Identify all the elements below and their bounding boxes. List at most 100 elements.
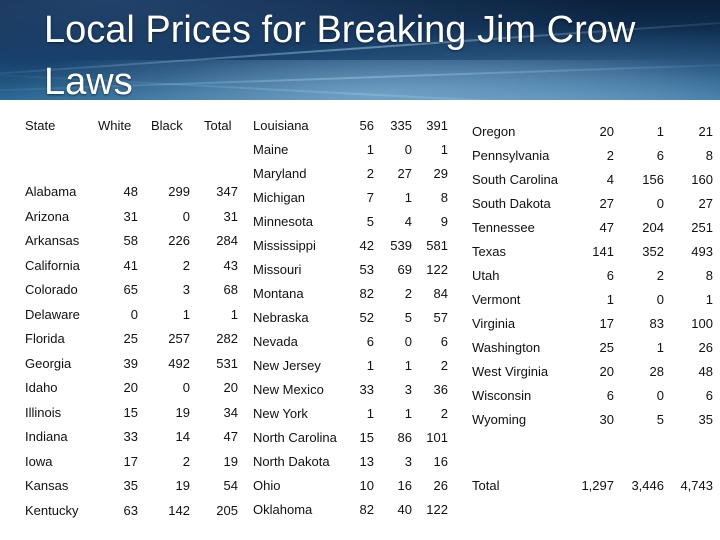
black-count: 6 — [656, 148, 664, 163]
black-count: 156 — [642, 172, 664, 187]
total-count: 27 — [698, 196, 713, 211]
total-count: 347 — [216, 184, 238, 199]
black-count: 335 — [390, 118, 412, 133]
total-count: 29 — [433, 166, 448, 181]
state-name: Arkansas — [25, 233, 80, 248]
state-name: Iowa — [25, 454, 53, 469]
total-count: 1 — [440, 142, 448, 157]
white-count: 4 — [606, 172, 614, 187]
black-count: 204 — [642, 220, 664, 235]
black-count: 3 — [404, 382, 412, 397]
black-count: 1 — [182, 307, 190, 322]
white-count: 25 — [123, 331, 138, 346]
total-count: 34 — [223, 405, 238, 420]
black-count: 226 — [168, 233, 190, 248]
black-count: 257 — [168, 331, 190, 346]
black-count: 2 — [404, 286, 412, 301]
total-count: 35 — [698, 412, 713, 427]
black-count: 1 — [656, 124, 664, 139]
state-name: Ohio — [253, 478, 281, 493]
total-count: 16 — [433, 454, 448, 469]
white-count: 17 — [599, 316, 614, 331]
white-count: 13 — [359, 454, 374, 469]
total-count: 101 — [426, 430, 448, 445]
state-name: New Jersey — [253, 358, 321, 373]
title-banner: Local Prices for Breaking Jim Crow Laws — [0, 0, 720, 100]
state-name: Utah — [472, 268, 500, 283]
black-count: 1 — [404, 190, 412, 205]
black-count: 142 — [168, 503, 190, 518]
black-count: 0 — [656, 196, 664, 211]
state-name: Montana — [253, 286, 304, 301]
white-count: 31 — [123, 209, 138, 224]
state-column-header: State — [25, 118, 56, 133]
state-name: Mississippi — [253, 238, 316, 253]
black-count: 69 — [397, 262, 412, 277]
state-name: Indiana — [25, 429, 68, 444]
white-count: 27 — [599, 196, 614, 211]
state-name: Tennessee — [472, 220, 535, 235]
state-name: Illinois — [25, 405, 62, 420]
state-name: Pennsylvania — [472, 148, 550, 163]
white-count: 33 — [123, 429, 138, 444]
banner-glow — [0, 60, 720, 100]
white-count: 1 — [606, 292, 614, 307]
black-count: 40 — [397, 502, 412, 517]
total-count: 8 — [705, 268, 713, 283]
total-count: 2 — [440, 358, 448, 373]
black-count: 3 — [404, 454, 412, 469]
total-count: 21 — [698, 124, 713, 139]
white-count: 20 — [123, 380, 138, 395]
total-count: 26 — [698, 340, 713, 355]
total-count: 6 — [705, 388, 713, 403]
white-count: 30 — [599, 412, 614, 427]
white-count: 2 — [606, 148, 614, 163]
white-count: 10 — [359, 478, 374, 493]
state-name: Georgia — [25, 356, 72, 371]
white-count: 82 — [359, 286, 374, 301]
white-count: 6 — [606, 268, 614, 283]
black-count: 3 — [182, 282, 190, 297]
state-name: Washington — [472, 340, 541, 355]
white-column-header: White — [98, 118, 132, 133]
state-name: Texas — [472, 244, 506, 259]
black-count: 2 — [182, 454, 190, 469]
total-count: 122 — [426, 262, 448, 277]
black-count: 14 — [175, 429, 190, 444]
state-name: Nevada — [253, 334, 298, 349]
white-count: 5 — [366, 214, 374, 229]
state-name: New York — [253, 406, 308, 421]
total-count: 205 — [216, 503, 238, 518]
state-name: Nebraska — [253, 310, 309, 325]
black-count: 1 — [404, 406, 412, 421]
total-count: 122 — [426, 502, 448, 517]
state-name: Arizona — [25, 209, 70, 224]
white-count: 63 — [123, 503, 138, 518]
black-count: 16 — [397, 478, 412, 493]
totals-white: 1,297 — [581, 478, 614, 493]
state-name: Idaho — [25, 380, 58, 395]
state-name: New Mexico — [253, 382, 324, 397]
black-count: 19 — [175, 405, 190, 420]
white-count: 0 — [130, 307, 138, 322]
white-count: 141 — [592, 244, 614, 259]
black-count: 0 — [182, 209, 190, 224]
total-count: 100 — [691, 316, 713, 331]
total-count: 26 — [433, 478, 448, 493]
total-count: 6 — [440, 334, 448, 349]
state-name: North Dakota — [253, 454, 330, 469]
total-count: 57 — [433, 310, 448, 325]
black-count: 2 — [182, 258, 190, 273]
black-count: 2 — [656, 268, 664, 283]
state-name: Louisiana — [253, 118, 309, 133]
state-name: Maryland — [253, 166, 307, 181]
total-count: 282 — [216, 331, 238, 346]
white-count: 53 — [359, 262, 374, 277]
total-count: 47 — [223, 429, 238, 444]
state-name: California — [25, 258, 80, 273]
total-count: 20 — [223, 380, 238, 395]
total-count: 2 — [440, 406, 448, 421]
state-name: Wyoming — [472, 412, 527, 427]
black-count: 83 — [649, 316, 664, 331]
total-count: 1 — [705, 292, 713, 307]
